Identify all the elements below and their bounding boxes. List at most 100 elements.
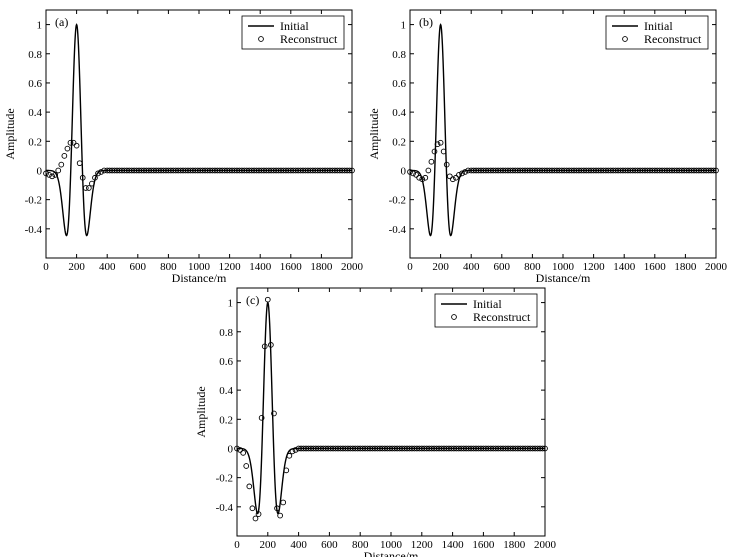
x-tick-label: 1200 [411, 539, 434, 551]
reconstruct-point [289, 448, 296, 455]
legend-label-reconstruct: Reconstruct [644, 32, 702, 46]
reconstruct-point [449, 176, 456, 183]
series-reconstruct [234, 296, 548, 522]
x-tick-label: 400 [290, 539, 307, 551]
y-axis-label: Amplitude [194, 386, 208, 437]
reconstruct-point [82, 185, 89, 191]
x-tick-label: 0 [234, 539, 240, 551]
x-axis-label: Distance/m [172, 271, 227, 285]
reconstruct-point [43, 170, 49, 177]
chart-panel-1: 0 200 400 600 800 1000 1200 1400 1600 1800 2000 -0.… [3, 9, 364, 285]
reconstruct-point [76, 160, 83, 167]
reconstruct-point [95, 170, 101, 177]
reconstruct-point [283, 467, 290, 474]
reconstruct-point [52, 171, 59, 178]
panel-label: (b) [419, 15, 433, 29]
y-tick-label: 0 [37, 165, 43, 177]
y-tick-label: 0.2 [28, 136, 42, 148]
x-tick-label: 1400 [442, 539, 465, 551]
y-tick-label: 0.4 [392, 107, 406, 119]
series-initial-line [236, 301, 545, 515]
y-tick-label: 1 [228, 298, 234, 310]
y-tick-label: 1 [401, 20, 407, 32]
reconstruct-point [61, 153, 68, 159]
y-tick-label: 0.4 [28, 107, 42, 119]
y-tick-label: 0 [228, 443, 234, 455]
y-tick-label: -0.2 [389, 195, 406, 207]
legend-label-reconstruct: Reconstruct [473, 310, 531, 324]
reconstruct-point [89, 180, 95, 187]
y-tick-label: -0.4 [25, 224, 43, 236]
reconstruct-point [280, 499, 287, 506]
reconstruct-point [410, 170, 416, 177]
x-tick-label: 800 [160, 261, 177, 273]
reconstruct-point [286, 452, 293, 459]
series-initial-line [409, 23, 716, 237]
x-tick-label: 1800 [503, 539, 526, 551]
reconstruct-point [419, 176, 426, 183]
reconstruct-point [46, 171, 52, 178]
y-tick-label: 0.8 [392, 49, 406, 61]
x-tick-label: 600 [321, 539, 338, 551]
reconstruct-point [85, 185, 92, 191]
reconstruct-point [407, 169, 413, 175]
reconstruct-point [240, 449, 247, 456]
x-tick-label: 200 [432, 261, 449, 273]
y-tick-label: -0.2 [216, 473, 233, 485]
x-axis-label: Distance/m [364, 549, 419, 557]
reconstruct-point [292, 447, 299, 453]
reconstruct-point [58, 161, 65, 168]
y-tick-label: -0.4 [216, 502, 234, 514]
legend-label-initial: Initial [280, 19, 309, 33]
reconstruct-point [237, 447, 243, 453]
reconstruct-point [249, 505, 256, 512]
reconstruct-point [710, 167, 717, 174]
x-tick-label: 2000 [341, 261, 364, 273]
reconstruct-point [539, 445, 546, 452]
x-tick-label: 1600 [644, 261, 667, 273]
legend-label-initial: Initial [473, 297, 502, 311]
legend-box [241, 15, 345, 50]
reconstruct-point [453, 174, 459, 181]
x-tick-label: 0 [43, 261, 49, 273]
reconstruct-point [274, 505, 280, 512]
x-tick-label: 1200 [583, 261, 606, 273]
reconstruct-point [440, 148, 447, 155]
reconstruct-point [446, 173, 453, 180]
reconstruct-point [349, 167, 355, 174]
reconstruct-point [437, 139, 444, 146]
reconstruct-point [255, 511, 262, 517]
series-initial-line [45, 23, 352, 237]
reconstruct-point [98, 169, 104, 175]
reconstruct-point [258, 414, 265, 421]
legend-box [605, 15, 709, 50]
y-tick-label: 0.6 [392, 78, 406, 90]
x-tick-label: 1800 [310, 261, 333, 273]
x-tick-label: 1600 [472, 539, 495, 551]
series-reconstruct [407, 139, 719, 183]
y-tick-label: 0.2 [219, 414, 233, 426]
x-tick-label: 400 [463, 261, 480, 273]
y-tick-label: 0 [401, 165, 407, 177]
y-tick-label: 0.8 [219, 327, 233, 339]
x-tick-label: 2000 [705, 261, 728, 273]
x-tick-label: 1200 [219, 261, 242, 273]
reconstruct-point [92, 174, 98, 181]
reconstruct-point [64, 145, 71, 152]
x-tick-label: 1000 [380, 539, 403, 551]
x-tick-label: 1600 [280, 261, 303, 273]
x-tick-label: 1000 [552, 261, 575, 273]
y-tick-label: 0.6 [219, 356, 233, 368]
series-reconstruct [43, 139, 355, 191]
y-axis-label: Amplitude [367, 108, 381, 159]
y-tick-label: 0.8 [28, 49, 42, 61]
y-tick-label: 0.2 [392, 136, 406, 148]
x-tick-label: 1400 [613, 261, 636, 273]
reconstruct-point [49, 173, 55, 180]
chart-panel-3: 0 200 400 600 800 1000 1200 1400 1600 1800 2000 -0.… [194, 287, 557, 557]
x-tick-label: 400 [99, 261, 116, 273]
reconstruct-point [252, 515, 259, 522]
panel-label: (a) [55, 15, 68, 29]
